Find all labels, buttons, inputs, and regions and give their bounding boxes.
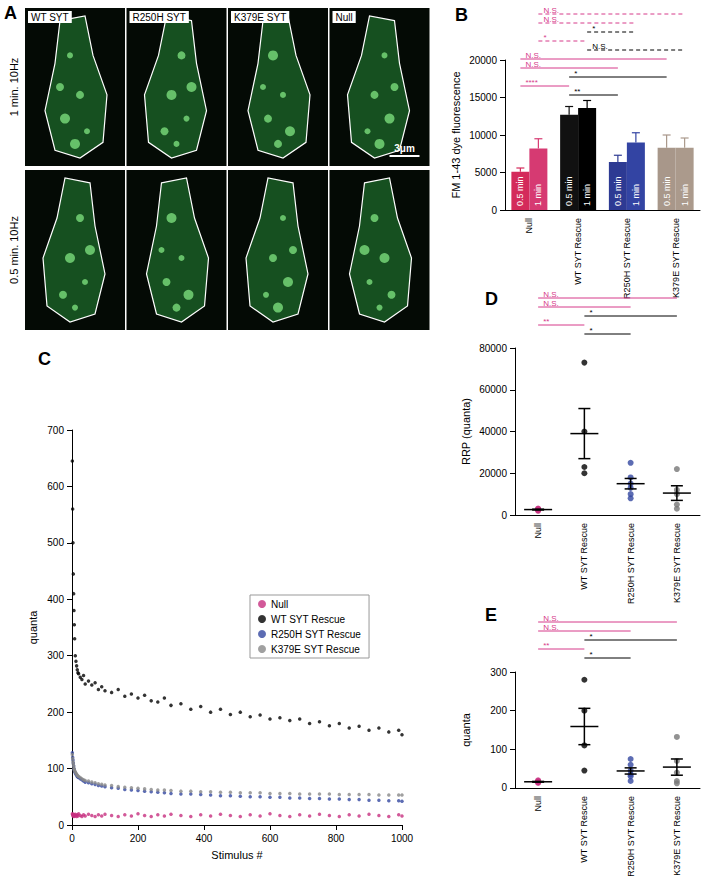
svg-text:D: D: [485, 289, 498, 309]
svg-text:WT SYT Rescue: WT SYT Rescue: [579, 796, 589, 863]
svg-text:1000: 1000: [391, 833, 414, 844]
svg-text:FM 1-43 dye fluorescence: FM 1-43 dye fluorescence: [450, 71, 462, 198]
svg-text:0.5 min: 0.5 min: [515, 176, 525, 206]
svg-text:400: 400: [196, 833, 213, 844]
svg-text:3μm: 3μm: [394, 143, 415, 154]
svg-text:quanta: quanta: [27, 610, 39, 645]
svg-text:K379E SYT Rescue: K379E SYT Rescue: [271, 644, 360, 655]
svg-text:**: **: [543, 641, 549, 650]
svg-text:R250H SYT Rescue: R250H SYT Rescue: [626, 523, 636, 604]
svg-text:*: *: [589, 326, 592, 335]
svg-text:K379E SYT Rescue: K379E SYT Rescue: [671, 218, 681, 298]
svg-text:*: *: [589, 308, 592, 317]
svg-text:WT SYT Rescue: WT SYT Rescue: [579, 523, 589, 590]
svg-text:N.S.: N.S.: [543, 15, 559, 24]
svg-text:WT SYT Rescue: WT SYT Rescue: [573, 218, 583, 285]
svg-text:WT SYT: WT SYT: [31, 12, 69, 23]
svg-text:Null: Null: [524, 218, 534, 234]
svg-text:Stimulus #: Stimulus #: [211, 849, 263, 861]
svg-text:R250H SYT: R250H SYT: [133, 12, 186, 23]
svg-text:600: 600: [262, 833, 279, 844]
svg-text:1 min. 10Hz: 1 min. 10Hz: [8, 58, 20, 117]
svg-text:quanta: quanta: [460, 712, 472, 747]
svg-text:1 min: 1 min: [680, 184, 690, 206]
svg-text:R250H SYT Rescue: R250H SYT Rescue: [622, 218, 632, 299]
svg-text:K379E SYT Rescue: K379E SYT Rescue: [672, 523, 682, 603]
svg-text:60000: 60000: [479, 384, 507, 395]
svg-text:N.S.: N.S.: [525, 60, 541, 69]
svg-text:0.5 min: 0.5 min: [564, 176, 574, 206]
svg-text:**: **: [574, 87, 580, 96]
svg-text:Null: Null: [271, 599, 288, 610]
svg-text:80000: 80000: [479, 343, 507, 354]
svg-text:C: C: [38, 349, 51, 369]
svg-text:1 min: 1 min: [582, 184, 592, 206]
svg-text:0: 0: [69, 833, 75, 844]
svg-text:****: ****: [525, 78, 537, 87]
svg-text:700: 700: [47, 425, 64, 436]
svg-text:300: 300: [47, 650, 64, 661]
svg-text:*: *: [589, 632, 592, 641]
svg-text:5000: 5000: [475, 167, 498, 178]
svg-text:E: E: [485, 605, 497, 625]
svg-text:0: 0: [501, 510, 507, 521]
svg-text:0: 0: [491, 205, 497, 216]
svg-text:*: *: [592, 24, 595, 33]
svg-text:200: 200: [130, 833, 147, 844]
svg-text:200: 200: [490, 705, 507, 716]
svg-text:10000: 10000: [469, 130, 497, 141]
svg-text:K379E SYT Rescue: K379E SYT Rescue: [672, 796, 682, 876]
svg-text:0.5 min: 0.5 min: [662, 176, 672, 206]
svg-text:20000: 20000: [469, 55, 497, 66]
svg-text:**: **: [543, 317, 549, 326]
svg-text:20000: 20000: [479, 468, 507, 479]
svg-text:40000: 40000: [479, 426, 507, 437]
svg-text:WT SYT Rescue: WT SYT Rescue: [271, 614, 346, 625]
svg-text:Null: Null: [336, 12, 353, 23]
svg-text:600: 600: [47, 481, 64, 492]
svg-text:100: 100: [490, 744, 507, 755]
svg-text:RRP (quanta): RRP (quanta): [460, 398, 472, 465]
svg-text:N.S.: N.S.: [543, 6, 559, 15]
svg-text:1 min: 1 min: [631, 184, 641, 206]
svg-text:100: 100: [47, 763, 64, 774]
svg-text:800: 800: [328, 833, 345, 844]
svg-text:*: *: [543, 33, 546, 42]
svg-text:*: *: [589, 650, 592, 659]
svg-text:N.S.: N.S.: [525, 51, 541, 60]
svg-text:300: 300: [490, 667, 507, 678]
svg-text:B: B: [455, 5, 468, 25]
svg-text:500: 500: [47, 537, 64, 548]
svg-text:Null: Null: [533, 796, 543, 812]
svg-text:200: 200: [47, 707, 64, 718]
svg-text:1 min: 1 min: [533, 184, 543, 206]
svg-text:N.S.: N.S.: [592, 42, 608, 51]
svg-text:0.5 min. 10Hz: 0.5 min. 10Hz: [8, 216, 20, 284]
svg-text:15000: 15000: [469, 92, 497, 103]
svg-text:R250H SYT Rescue: R250H SYT Rescue: [626, 796, 636, 877]
svg-text:0: 0: [501, 782, 507, 793]
svg-text:K379E SYT: K379E SYT: [234, 12, 286, 23]
svg-text:Null: Null: [533, 523, 543, 539]
svg-text:N.S.: N.S.: [543, 623, 559, 632]
svg-text:N.S.: N.S.: [543, 614, 559, 623]
svg-text:0.5 min: 0.5 min: [613, 176, 623, 206]
svg-text:*: *: [574, 69, 577, 78]
svg-text:R250H SYT Rescue: R250H SYT Rescue: [271, 629, 361, 640]
svg-text:0: 0: [58, 820, 64, 831]
svg-text:A: A: [4, 3, 17, 23]
svg-text:N.S.: N.S.: [543, 299, 559, 308]
svg-text:N.S.: N.S.: [543, 290, 559, 299]
svg-text:400: 400: [47, 594, 64, 605]
